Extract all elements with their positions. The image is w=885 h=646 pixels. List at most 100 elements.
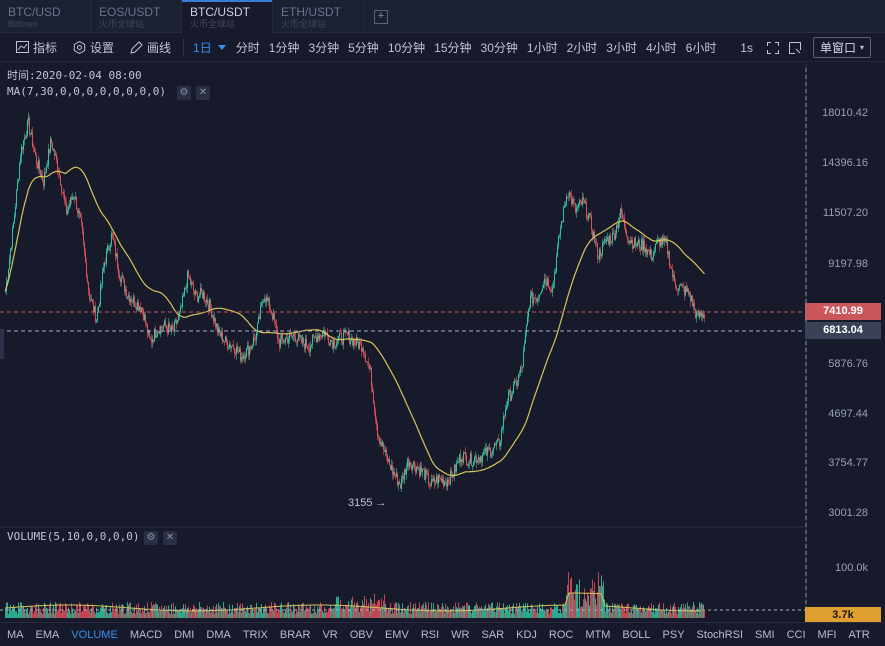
candle-body [209,299,210,311]
volume-bar [356,603,357,618]
tab-btc-usdt[interactable]: BTC/USDT 火币全球站 [182,0,273,33]
volume-bar [167,609,168,618]
settings-button[interactable]: 设置 [73,39,114,56]
tab-eos-usdt[interactable]: EOS/USDT 火币全球站 [91,0,182,33]
price-axis-label: 3001.28 [828,507,868,519]
tab-eth-usdt[interactable]: ETH/USDT 火币全球站 [273,0,364,33]
candle-body [638,240,639,243]
indicator-atr[interactable]: ATR [848,628,870,641]
volume-bar [502,608,503,618]
indicator-roc[interactable]: ROC [548,628,574,641]
candle-body [175,320,176,322]
candle-body [95,306,96,323]
kline-chart[interactable] [0,62,885,622]
candle-body [166,325,167,329]
indicator-mtm[interactable]: MTM [585,628,611,641]
period-3h[interactable]: 3小时 [606,40,637,55]
volume-bar [420,611,421,618]
indicator-macd[interactable]: MACD [129,628,163,641]
candle-body [423,469,424,470]
indicator-emv[interactable]: EMV [384,628,409,641]
volume-bar [383,600,384,618]
candle-body [117,253,118,268]
ma-settings-icon[interactable]: ⚙ [177,86,191,100]
indicator-rsi[interactable]: RSI [420,628,440,641]
period-1d[interactable]: 1日 [193,40,212,55]
candle-body [102,271,103,285]
candle-body [530,295,531,308]
volume-bar [597,592,598,618]
indicator-psy[interactable]: PSY [662,628,685,641]
volume-bar [133,612,134,618]
candle-body [75,197,76,200]
indicator-ema[interactable]: EMA [35,628,60,641]
indicator-trix[interactable]: TRIX [242,628,268,641]
volume-bar [161,605,162,618]
indicator-mfi[interactable]: MFI [817,628,837,641]
indicator-volume[interactable]: VOLUME [71,628,118,641]
volume-settings-icon[interactable]: ⚙ [144,531,158,545]
volume-bar [444,612,445,618]
volume-bar [518,605,519,618]
volume-bar [205,612,206,618]
period-timeshare[interactable]: 分时 [235,40,260,55]
period-1h[interactable]: 1小时 [526,40,558,55]
volume-bar [197,609,198,618]
volume-bar [204,610,205,618]
fullscreen-icon[interactable] [766,41,779,54]
candle-body [48,148,49,166]
candle-body [481,456,482,463]
volume-bar [387,611,388,618]
candle-body [120,278,121,283]
indicator-wr[interactable]: WR [451,628,470,641]
period-dropdown-icon[interactable] [217,44,226,50]
indicator-vr[interactable]: VR [322,628,338,641]
indicator-sar[interactable]: SAR [481,628,505,641]
indicator-ma[interactable]: MA [7,628,24,641]
period-3m[interactable]: 3分钟 [308,40,340,55]
volume-bar [692,606,693,618]
indicator-boll[interactable]: BOLL [622,628,651,641]
volume-bar [317,606,318,618]
period-30m[interactable]: 30分钟 [480,40,518,55]
candle-body [325,332,326,337]
volume-bar [8,613,9,618]
volume-bar [557,605,558,618]
indicator-dma[interactable]: DMA [206,628,231,641]
volume-bar [661,610,662,618]
indicator-cci[interactable]: CCI [786,628,806,641]
indicator-obv[interactable]: OBV [349,628,373,641]
volume-bar [626,605,627,618]
period-6h[interactable]: 6小时 [685,40,717,55]
volume-bar [35,605,36,618]
indicator-kdj[interactable]: KDJ [516,628,537,641]
candle-body [241,356,242,361]
volume-bar [180,611,181,618]
period-4h[interactable]: 4小时 [645,40,677,55]
volume-bar [57,610,58,618]
indicator-smi[interactable]: SMI [755,628,775,641]
indicators-button[interactable]: 指标 [16,39,57,56]
volume-bar [357,601,358,618]
candle-body [386,449,387,456]
volume-close-icon[interactable]: ✕ [163,531,177,545]
candle-body [440,477,441,479]
add-tab-button[interactable]: + [374,10,388,24]
period-1m[interactable]: 1分钟 [268,40,300,55]
indicator-brar[interactable]: BRAR [279,628,311,641]
period-2h[interactable]: 2小时 [566,40,598,55]
indicator-stochrsi[interactable]: StochRSI [696,628,744,641]
period-5m[interactable]: 5分钟 [348,40,379,55]
ma-close-icon[interactable]: ✕ [196,86,210,100]
draw-line-button[interactable]: 画线 [130,39,171,56]
tab-btc-usd[interactable]: BTC/USD Bitfinex [0,0,91,33]
screenshot-icon[interactable] [788,41,801,54]
period-15m[interactable]: 15分钟 [434,40,472,55]
refresh-interval[interactable]: 1s [740,40,753,55]
panel-resize-handle[interactable] [0,329,4,359]
window-mode-select[interactable]: 单窗口 ▾ [812,37,871,58]
period-10m[interactable]: 10分钟 [387,40,426,55]
candle-body [683,285,684,288]
candle-body [185,287,186,289]
indicator-dmi[interactable]: DMI [174,628,195,641]
